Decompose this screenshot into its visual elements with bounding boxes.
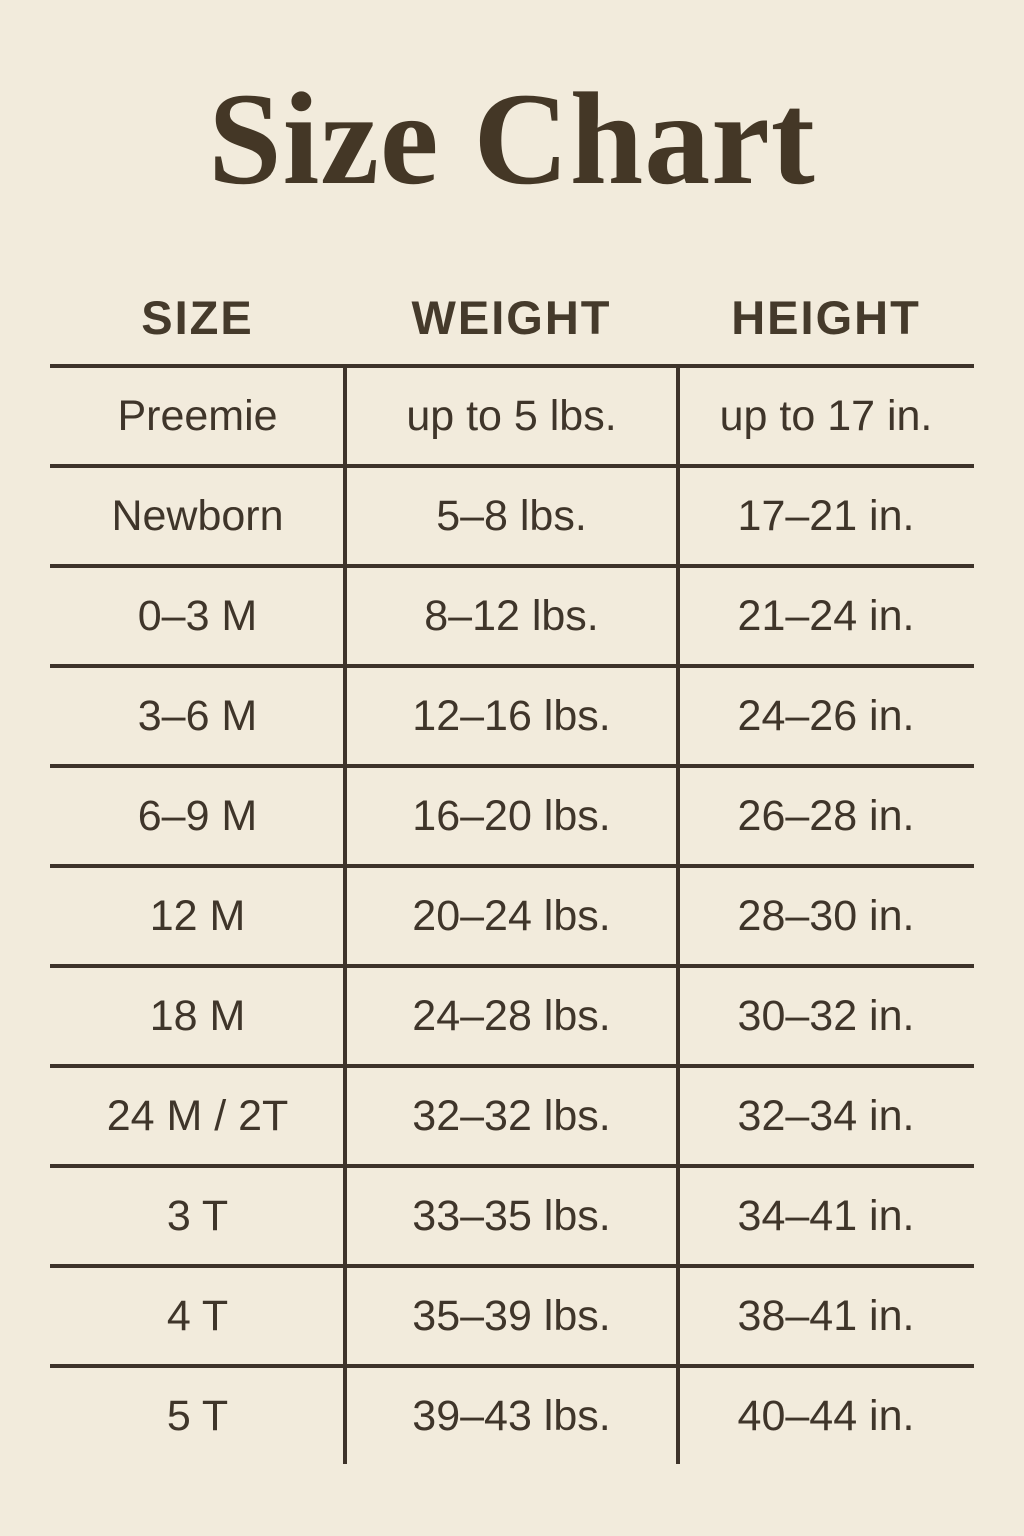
table-row: 3 T 33–35 lbs. 34–41 in.	[50, 1168, 974, 1268]
height-cell: 32–34 in.	[737, 1091, 915, 1140]
weight-cell: 8–12 lbs.	[424, 591, 599, 640]
table-body: Preemie up to 5 lbs. up to 17 in. Newbor…	[50, 368, 974, 1464]
weight-cell: 35–39 lbs.	[412, 1291, 611, 1340]
height-cell: 34–41 in.	[737, 1191, 915, 1240]
weight-cell: 20–24 lbs.	[412, 891, 611, 940]
size-cell: Newborn	[111, 491, 284, 540]
size-cell: 0–3 M	[137, 591, 258, 640]
size-cell: 5 T	[166, 1391, 229, 1440]
height-cell: 38–41 in.	[737, 1291, 915, 1340]
table-row: Preemie up to 5 lbs. up to 17 in.	[50, 368, 974, 468]
column-header-height: HEIGHT	[731, 290, 921, 344]
height-cell: 17–21 in.	[737, 491, 915, 540]
size-cell: 3 T	[166, 1191, 229, 1240]
height-cell: 28–30 in.	[737, 891, 915, 940]
table-row: 6–9 M 16–20 lbs. 26–28 in.	[50, 768, 974, 868]
weight-cell: 5–8 lbs.	[436, 491, 587, 540]
column-divider-1	[343, 368, 347, 1464]
size-cell: Preemie	[117, 391, 278, 440]
size-cell: 4 T	[166, 1291, 229, 1340]
column-header-weight: WEIGHT	[411, 290, 612, 344]
weight-cell: 33–35 lbs.	[412, 1191, 611, 1240]
table-row: 18 M 24–28 lbs. 30–32 in.	[50, 968, 974, 1068]
table-row: 3–6 M 12–16 lbs. 24–26 in.	[50, 668, 974, 768]
weight-cell: up to 5 lbs.	[406, 391, 617, 440]
height-cell: 26–28 in.	[737, 791, 915, 840]
size-cell: 3–6 M	[137, 691, 258, 740]
table-row: 12 M 20–24 lbs. 28–30 in.	[50, 868, 974, 968]
size-cell: 12 M	[149, 891, 246, 940]
weight-cell: 24–28 lbs.	[412, 991, 611, 1040]
weight-cell: 16–20 lbs.	[412, 791, 611, 840]
table-row: 4 T 35–39 lbs. 38–41 in.	[50, 1268, 974, 1368]
weight-cell: 12–16 lbs.	[412, 691, 611, 740]
size-cell: 6–9 M	[137, 791, 258, 840]
column-header-size: SIZE	[141, 290, 254, 344]
table-row: 24 M / 2T 32–32 lbs. 32–34 in.	[50, 1068, 974, 1168]
weight-cell: 32–32 lbs.	[412, 1091, 611, 1140]
page-title: Size Chart	[208, 65, 816, 212]
table-row: 0–3 M 8–12 lbs. 21–24 in.	[50, 568, 974, 668]
column-divider-2	[676, 368, 680, 1464]
table-row: Newborn 5–8 lbs. 17–21 in.	[50, 468, 974, 568]
table-row: 5 T 39–43 lbs. 40–44 in.	[50, 1368, 974, 1464]
height-cell: 21–24 in.	[737, 591, 915, 640]
size-cell: 24 M / 2T	[106, 1091, 289, 1140]
height-cell: 24–26 in.	[737, 691, 915, 740]
weight-cell: 39–43 lbs.	[412, 1391, 611, 1440]
height-cell: 40–44 in.	[737, 1391, 915, 1440]
size-cell: 18 M	[149, 991, 246, 1040]
size-chart-table: SIZE WEIGHT HEIGHT Preemie up to 5 lbs. …	[50, 270, 974, 1464]
table-header-row: SIZE WEIGHT HEIGHT	[50, 270, 974, 368]
height-cell: 30–32 in.	[737, 991, 915, 1040]
height-cell: up to 17 in.	[719, 391, 933, 440]
